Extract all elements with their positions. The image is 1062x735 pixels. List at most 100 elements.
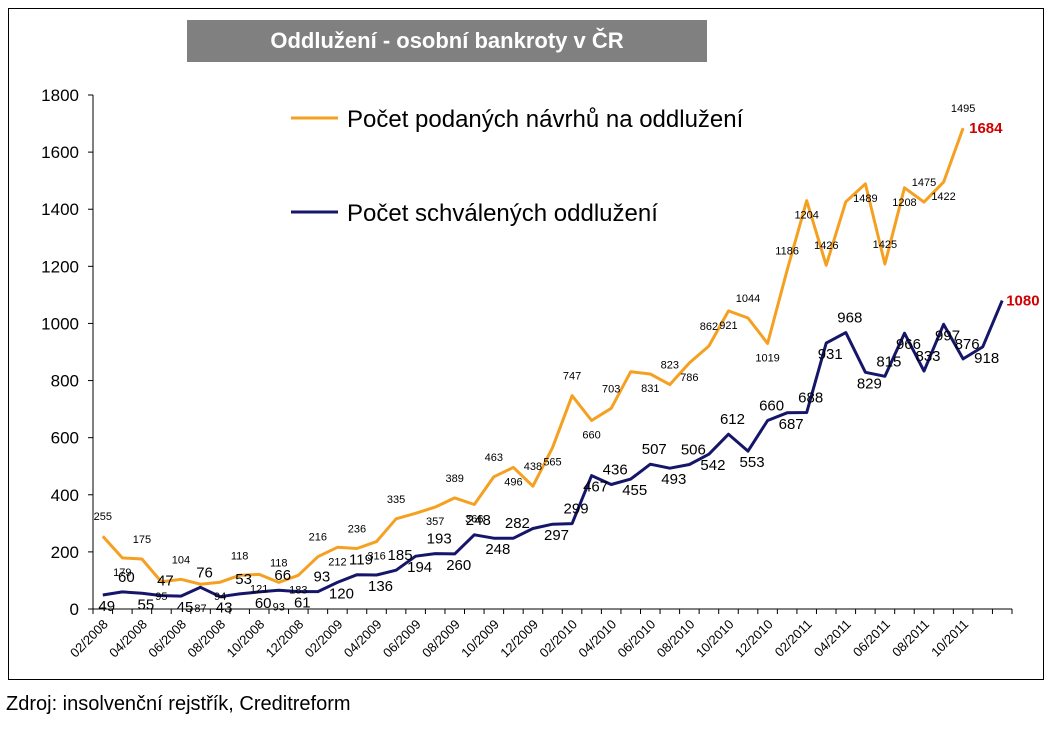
data-label-filed: 1422 — [931, 191, 955, 203]
x-tick-label: 02/2009 — [302, 617, 346, 661]
data-label-filed: 1475 — [912, 177, 936, 189]
data-label-approved: 282 — [505, 515, 530, 532]
y-tick-label: 800 — [51, 372, 79, 391]
x-tick-label: 08/2009 — [419, 617, 463, 661]
data-label-filed: 1204 — [794, 210, 818, 222]
data-label-filed: 118 — [270, 557, 288, 569]
y-tick-label: 1600 — [41, 143, 79, 162]
x-tick-label: 02/2011 — [772, 617, 815, 660]
last-value-filed: 1684 — [969, 120, 1003, 137]
data-label-approved: 815 — [876, 353, 901, 370]
data-label-filed: 463 — [485, 452, 503, 464]
data-label-approved: 60 — [118, 569, 135, 586]
data-label-filed: 1489 — [853, 193, 877, 205]
data-label-filed: 335 — [387, 494, 405, 506]
data-label-filed: 212 — [328, 556, 346, 568]
data-label-approved: 248 — [466, 512, 491, 529]
data-label-approved: 194 — [407, 559, 432, 576]
data-label-filed: 183 — [289, 584, 307, 596]
data-label-approved: 61 — [294, 595, 311, 612]
data-label-approved: 297 — [544, 527, 569, 544]
data-label-approved: 876 — [955, 336, 980, 353]
y-tick-label: 600 — [51, 429, 79, 448]
data-label-approved: 542 — [700, 457, 725, 474]
x-tick-label: 04/2009 — [341, 617, 385, 661]
x-tick-label: 06/2011 — [850, 617, 893, 660]
x-tick-label: 04/2008 — [106, 617, 150, 661]
data-label-approved: 436 — [603, 461, 628, 478]
x-tick-label: 12/2009 — [497, 617, 541, 661]
last-value-approved: 1080 — [1006, 293, 1039, 310]
data-label-approved: 299 — [564, 501, 589, 518]
data-label-filed: 1186 — [775, 245, 799, 257]
data-label-approved: 93 — [314, 569, 331, 586]
data-label-approved: 833 — [915, 348, 940, 365]
x-tick-label: 10/2010 — [693, 617, 737, 661]
data-label-filed: 831 — [641, 383, 659, 395]
data-label-approved: 507 — [642, 441, 667, 458]
data-label-approved: 185 — [388, 547, 413, 564]
data-label-filed: 1425 — [873, 239, 897, 251]
data-label-approved: 136 — [368, 578, 393, 595]
data-label-filed: 747 — [563, 371, 581, 383]
data-label-filed: 1208 — [892, 197, 916, 209]
data-label-approved: 60 — [255, 595, 272, 612]
data-label-approved: 47 — [157, 573, 174, 590]
data-label-filed: 823 — [661, 360, 679, 372]
data-label-approved: 829 — [857, 375, 882, 392]
data-label-approved: 688 — [798, 390, 823, 407]
data-label-filed: 357 — [426, 516, 444, 528]
x-tick-label: 06/2010 — [615, 617, 659, 661]
data-label-approved: 455 — [622, 482, 647, 499]
x-tick-label: 04/2011 — [811, 617, 854, 660]
data-label-approved: 248 — [485, 541, 510, 558]
data-label-filed: 1044 — [736, 293, 760, 305]
data-label-filed: 94 — [214, 591, 226, 603]
y-tick-label: 1400 — [41, 200, 79, 219]
data-label-extra: 87 — [194, 603, 206, 615]
data-label-approved: 55 — [138, 596, 155, 613]
data-label-approved: 49 — [98, 598, 115, 615]
data-label-filed: 1019 — [755, 352, 779, 364]
y-tick-label: 1800 — [41, 86, 79, 105]
data-label-filed: 565 — [543, 457, 561, 469]
y-tick-label: 0 — [70, 600, 79, 619]
data-label-approved: 493 — [661, 471, 686, 488]
data-label-approved: 43 — [216, 600, 233, 617]
data-label-approved: 45 — [177, 599, 194, 616]
data-label-filed: 121 — [250, 583, 268, 595]
x-tick-label: 12/2008 — [263, 617, 307, 661]
legend-label: Počet podaných návrhů na oddlužení — [347, 106, 744, 133]
data-label-approved: 76 — [196, 564, 213, 581]
data-label-approved: 660 — [759, 398, 784, 415]
data-label-filed: 438 — [524, 461, 542, 473]
y-tick-label: 200 — [51, 543, 79, 562]
x-tick-label: 10/2008 — [223, 617, 267, 661]
series-line-filed — [101, 127, 965, 586]
data-label-approved: 53 — [235, 571, 252, 588]
data-label-approved: 918 — [974, 350, 999, 367]
data-label-approved: 966 — [896, 336, 921, 353]
data-label-filed: 95 — [155, 591, 167, 603]
data-label-filed: 921 — [719, 320, 737, 332]
data-label-filed: 389 — [446, 473, 464, 485]
y-tick-label: 400 — [51, 486, 79, 505]
data-label-filed: 660 — [582, 430, 600, 442]
data-label-approved: 467 — [583, 479, 608, 496]
x-tick-label: 06/2009 — [380, 617, 424, 661]
data-label-approved: 260 — [446, 557, 471, 574]
data-label-filed: 216 — [309, 532, 327, 544]
chart-frame — [8, 8, 1044, 680]
x-tick-label: 02/2008 — [67, 617, 111, 661]
data-label-extra: 93 — [273, 601, 285, 613]
data-label-filed: 316 — [367, 551, 385, 563]
x-tick-label: 04/2010 — [575, 617, 619, 661]
series-line-approved — [102, 300, 1004, 599]
data-label-approved: 612 — [720, 411, 745, 428]
data-label-filed: 862 — [700, 321, 718, 333]
data-label-filed: 118 — [231, 550, 249, 562]
x-tick-label: 02/2010 — [536, 617, 580, 661]
data-label-approved: 506 — [681, 442, 706, 459]
data-label-approved: 120 — [329, 585, 354, 602]
